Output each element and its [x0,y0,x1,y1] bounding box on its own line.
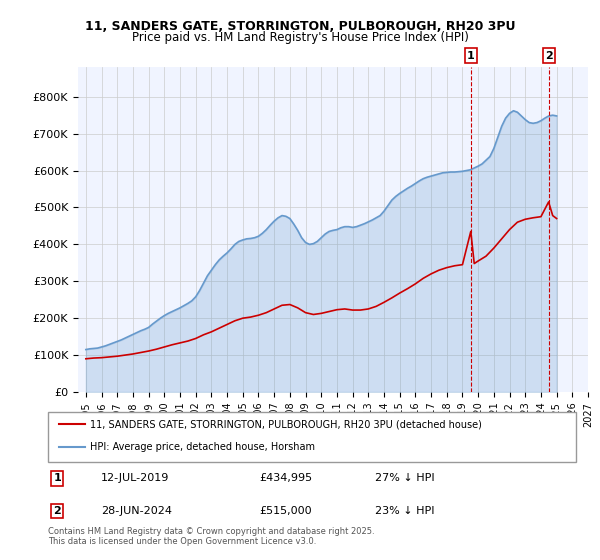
Text: 11, SANDERS GATE, STORRINGTON, PULBOROUGH, RH20 3PU: 11, SANDERS GATE, STORRINGTON, PULBOROUG… [85,20,515,32]
Text: HPI: Average price, detached house, Horsham: HPI: Average price, detached house, Hors… [90,442,315,452]
Text: £515,000: £515,000 [259,506,312,516]
Text: 2: 2 [53,506,61,516]
Text: 2: 2 [545,51,553,60]
Text: Contains HM Land Registry data © Crown copyright and database right 2025.
This d: Contains HM Land Registry data © Crown c… [48,526,374,546]
FancyBboxPatch shape [48,412,576,462]
Text: 11, SANDERS GATE, STORRINGTON, PULBOROUGH, RH20 3PU (detached house): 11, SANDERS GATE, STORRINGTON, PULBOROUG… [90,419,482,429]
Text: 1: 1 [467,51,475,60]
Text: 23% ↓ HPI: 23% ↓ HPI [376,506,435,516]
Text: £434,995: £434,995 [259,473,313,483]
Text: 12-JUL-2019: 12-JUL-2019 [101,473,169,483]
Text: 1: 1 [53,473,61,483]
Text: 27% ↓ HPI: 27% ↓ HPI [376,473,435,483]
Text: Price paid vs. HM Land Registry's House Price Index (HPI): Price paid vs. HM Land Registry's House … [131,31,469,44]
Text: 28-JUN-2024: 28-JUN-2024 [101,506,172,516]
